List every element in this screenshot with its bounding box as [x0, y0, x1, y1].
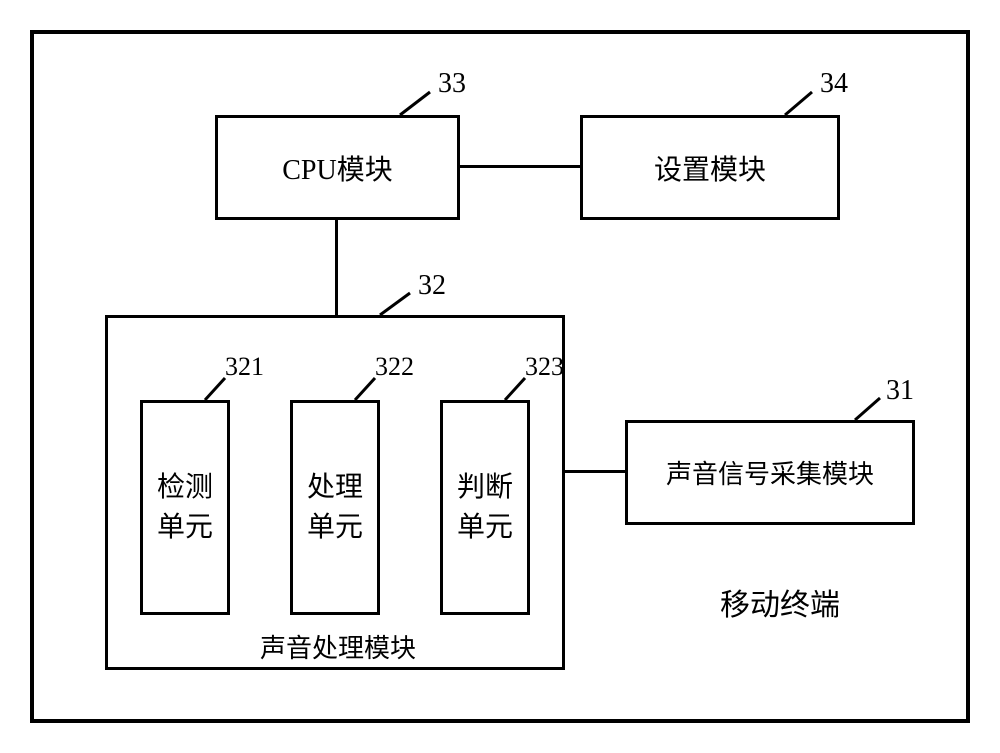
process-unit-label: 处理 单元 — [307, 468, 363, 546]
judge-unit-box: 判断 单元 — [440, 400, 530, 615]
process-unit-box: 处理 单元 — [290, 400, 380, 615]
acquire-module-label: 声音信号采集模块 — [666, 454, 874, 491]
acquire-ref-label: 31 — [886, 375, 914, 407]
connector-cpu-setup — [460, 165, 580, 168]
judge-unit-label: 判断 单元 — [457, 468, 513, 546]
sound-proc-title: 声音处理模块 — [260, 628, 416, 665]
footer-label: 移动终端 — [720, 580, 840, 624]
setup-module-label: 设置模块 — [654, 148, 766, 188]
setup-ref-label: 34 — [820, 68, 848, 100]
cpu-ref-label: 33 — [438, 68, 466, 100]
judge-ref-label: 323 — [525, 352, 564, 382]
cpu-module-box: CPU模块 — [215, 115, 460, 220]
diagram-root: CPU模块 33 设置模块 34 声音处理模块 32 检测 单元 321 处理 … — [0, 0, 1000, 753]
detect-unit-box: 检测 单元 — [140, 400, 230, 615]
detect-unit-label: 检测 单元 — [157, 468, 213, 546]
sound-proc-ref-label: 32 — [418, 270, 446, 302]
detect-ref-label: 321 — [225, 352, 264, 382]
cpu-module-label: CPU模块 — [282, 148, 392, 188]
process-ref-label: 322 — [375, 352, 414, 382]
acquire-module-box: 声音信号采集模块 — [625, 420, 915, 525]
connector-soundproc-acquire — [565, 470, 625, 473]
connector-cpu-soundproc — [335, 220, 338, 315]
setup-module-box: 设置模块 — [580, 115, 840, 220]
